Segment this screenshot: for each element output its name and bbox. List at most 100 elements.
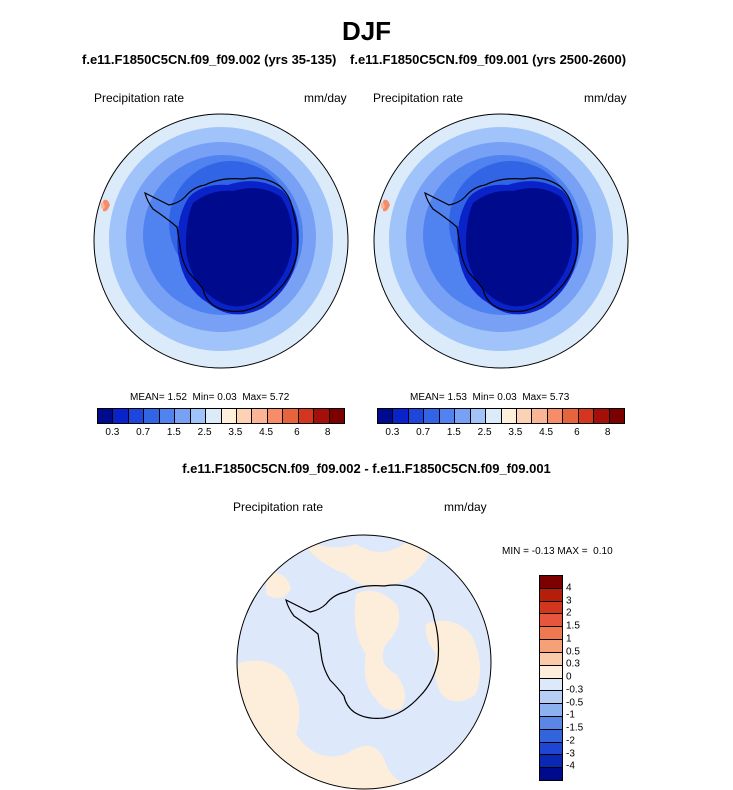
diff-variable: Precipitation rate: [233, 500, 324, 514]
diff-colorbar-swatch: [540, 691, 562, 705]
diff-colorbar-label: 0: [566, 671, 572, 683]
diff-max-label: MAX =: [557, 546, 588, 557]
diff-colorbar-swatch: [540, 576, 562, 589]
panel1-colorbar-swatch: [298, 409, 315, 423]
diff-colorbar-labels: 4 3 2 1.5 1 0.5 0.3 0 -0.3 -0.5 -1 -1.5 -2 -3 -4: [566, 575, 606, 779]
diff-colorbar-label: -3: [566, 748, 575, 759]
panel2-colorbar-label: 4.5: [539, 427, 554, 438]
panel2-colorbar-swatch: [455, 409, 471, 423]
panel1-colorbar-swatch: [329, 409, 344, 423]
panel2-colorbar-label: 6: [574, 427, 580, 438]
panel1-colorbar-label: 0.7: [136, 427, 151, 438]
panel1-colorbar-swatch: [98, 409, 114, 423]
diff-colorbar-swatch: [540, 588, 562, 602]
panel2-colorbar-swatch: [486, 409, 502, 423]
diff-map: [236, 534, 492, 790]
panel2-colorbar-swatch: [470, 409, 487, 423]
panel1-colorbar-labels: 0.3 0.7 1.5 2.5 3.5 4.5 6 8: [97, 427, 343, 441]
panel1-stats: MEAN= 1.52 Min= 0.03 Max= 5.72: [130, 392, 289, 403]
diff-colorbar-swatch: [540, 665, 562, 679]
panel1-colorbar: [97, 408, 345, 424]
panel2-colorbar-swatch: [516, 409, 533, 423]
panel2-colorbar-swatch: [532, 409, 548, 423]
diff-min-value: -0.13: [531, 546, 555, 557]
diff-colorbar-label: 0.3: [566, 658, 580, 670]
panel2-colorbar-label: 1.5: [446, 427, 461, 438]
panel1-variable: Precipitation rate: [94, 91, 185, 105]
diff-colorbar-swatch: [540, 640, 562, 653]
diff-colorbar: [539, 575, 563, 781]
diff-colorbar-swatch: [540, 704, 562, 717]
panel1-colorbar-label: 6: [294, 427, 300, 438]
diff-colorbar-label: -1.5: [566, 722, 584, 734]
panel2-max-value: 5.73: [549, 392, 570, 403]
panel1-colorbar-swatch: [221, 409, 237, 423]
diff-units: mm/day: [444, 500, 487, 514]
diff-colorbar-label: -4: [566, 760, 575, 772]
panel1-min-value: 0.03: [217, 392, 237, 403]
diff-colorbar-swatch: [540, 652, 562, 666]
diff-colorbar-label: 0.5: [566, 646, 580, 657]
panel1-colorbar-swatch: [267, 409, 284, 423]
panel1-run-title: f.e11.F1850C5CN.f09_f09.002 (yrs 35-135): [82, 52, 337, 67]
diff-colorbar-label: 2: [566, 607, 572, 619]
diff-colorbar-swatch: [540, 614, 562, 628]
panel1-colorbar-swatch: [236, 409, 253, 423]
diff-colorbar-label: 4: [566, 582, 572, 594]
panel1-colorbar-swatch: [144, 409, 160, 423]
panel2-units: mm/day: [584, 91, 627, 105]
panel2-colorbar-swatch: [501, 409, 517, 423]
diff-colorbar-swatch: [540, 755, 562, 769]
panel2-mean-label: MEAN=: [410, 392, 445, 403]
diff-colorbar-label: -2: [566, 735, 575, 747]
panel2-colorbar-swatch: [547, 409, 564, 423]
panel1-colorbar-label: 4.5: [259, 427, 274, 438]
panel2-mean-value: 1.53: [447, 392, 467, 403]
panel2-colorbar-swatch: [408, 409, 425, 423]
diff-title: f.e11.F1850C5CN.f09_f09.002 - f.e11.F185…: [182, 461, 551, 476]
panel2-colorbar-swatch: [563, 409, 579, 423]
panel2-map: [373, 113, 629, 369]
diff-colorbar-label: -0.3: [566, 684, 584, 696]
diff-min-label: MIN =: [502, 546, 529, 557]
panel2-colorbar-label: 2.5: [477, 427, 492, 438]
diff-colorbar-swatch: [540, 768, 562, 780]
panel2-colorbar-swatch: [378, 409, 394, 423]
panel1-colorbar-label: 8: [324, 427, 331, 438]
diff-colorbar-swatch: [540, 627, 562, 641]
diff-colorbar-label: -0.5: [566, 697, 584, 708]
panel1-colorbar-label: 3.5: [228, 427, 243, 438]
panel1-colorbar-swatch: [206, 409, 222, 423]
panel2-colorbar-swatch: [609, 409, 624, 423]
panel1-colorbar-swatch: [190, 409, 207, 423]
panel2-colorbar-swatch: [424, 409, 440, 423]
panel1-mean-value: 1.52: [167, 392, 187, 403]
diff-colorbar-label: 3: [566, 595, 572, 606]
panel2-colorbar-swatch: [594, 409, 610, 423]
diff-colorbar-swatch: [540, 678, 562, 692]
panel1-colorbar-swatch: [283, 409, 299, 423]
diff-colorbar-swatch: [540, 729, 562, 743]
diff-colorbar-swatch: [540, 601, 562, 615]
panel2-colorbar-label: 3.5: [508, 427, 523, 438]
panel1-colorbar-swatch: [175, 409, 191, 423]
panel2-min-label: Min=: [472, 392, 495, 403]
panel1-min-label: Min=: [192, 392, 215, 403]
panel1-map: [93, 113, 349, 369]
panel1-colorbar-swatch: [159, 409, 176, 423]
panel1-max-label: Max=: [242, 392, 268, 403]
diff-max-value: 0.10: [593, 546, 613, 557]
panel2-stats: MEAN= 1.53 Min= 0.03 Max= 5.73: [410, 392, 569, 403]
panel1-colorbar-swatch: [113, 409, 129, 423]
panel2-colorbar-label: 0.3: [385, 427, 400, 438]
panel2-min-value: 0.03: [497, 392, 517, 403]
panel2-colorbar: [377, 408, 625, 424]
panel1-units: mm/day: [304, 91, 347, 105]
figure-title: DJF: [341, 16, 392, 46]
diff-colorbar-label: 1: [566, 633, 572, 645]
panel2-colorbar-swatch: [439, 409, 456, 423]
diff-colorbar-label: -1: [566, 709, 575, 721]
panel1-colorbar-label: 0.3: [105, 427, 120, 438]
panel2-max-label: Max=: [522, 392, 548, 403]
panel1-colorbar-swatch: [314, 409, 330, 423]
